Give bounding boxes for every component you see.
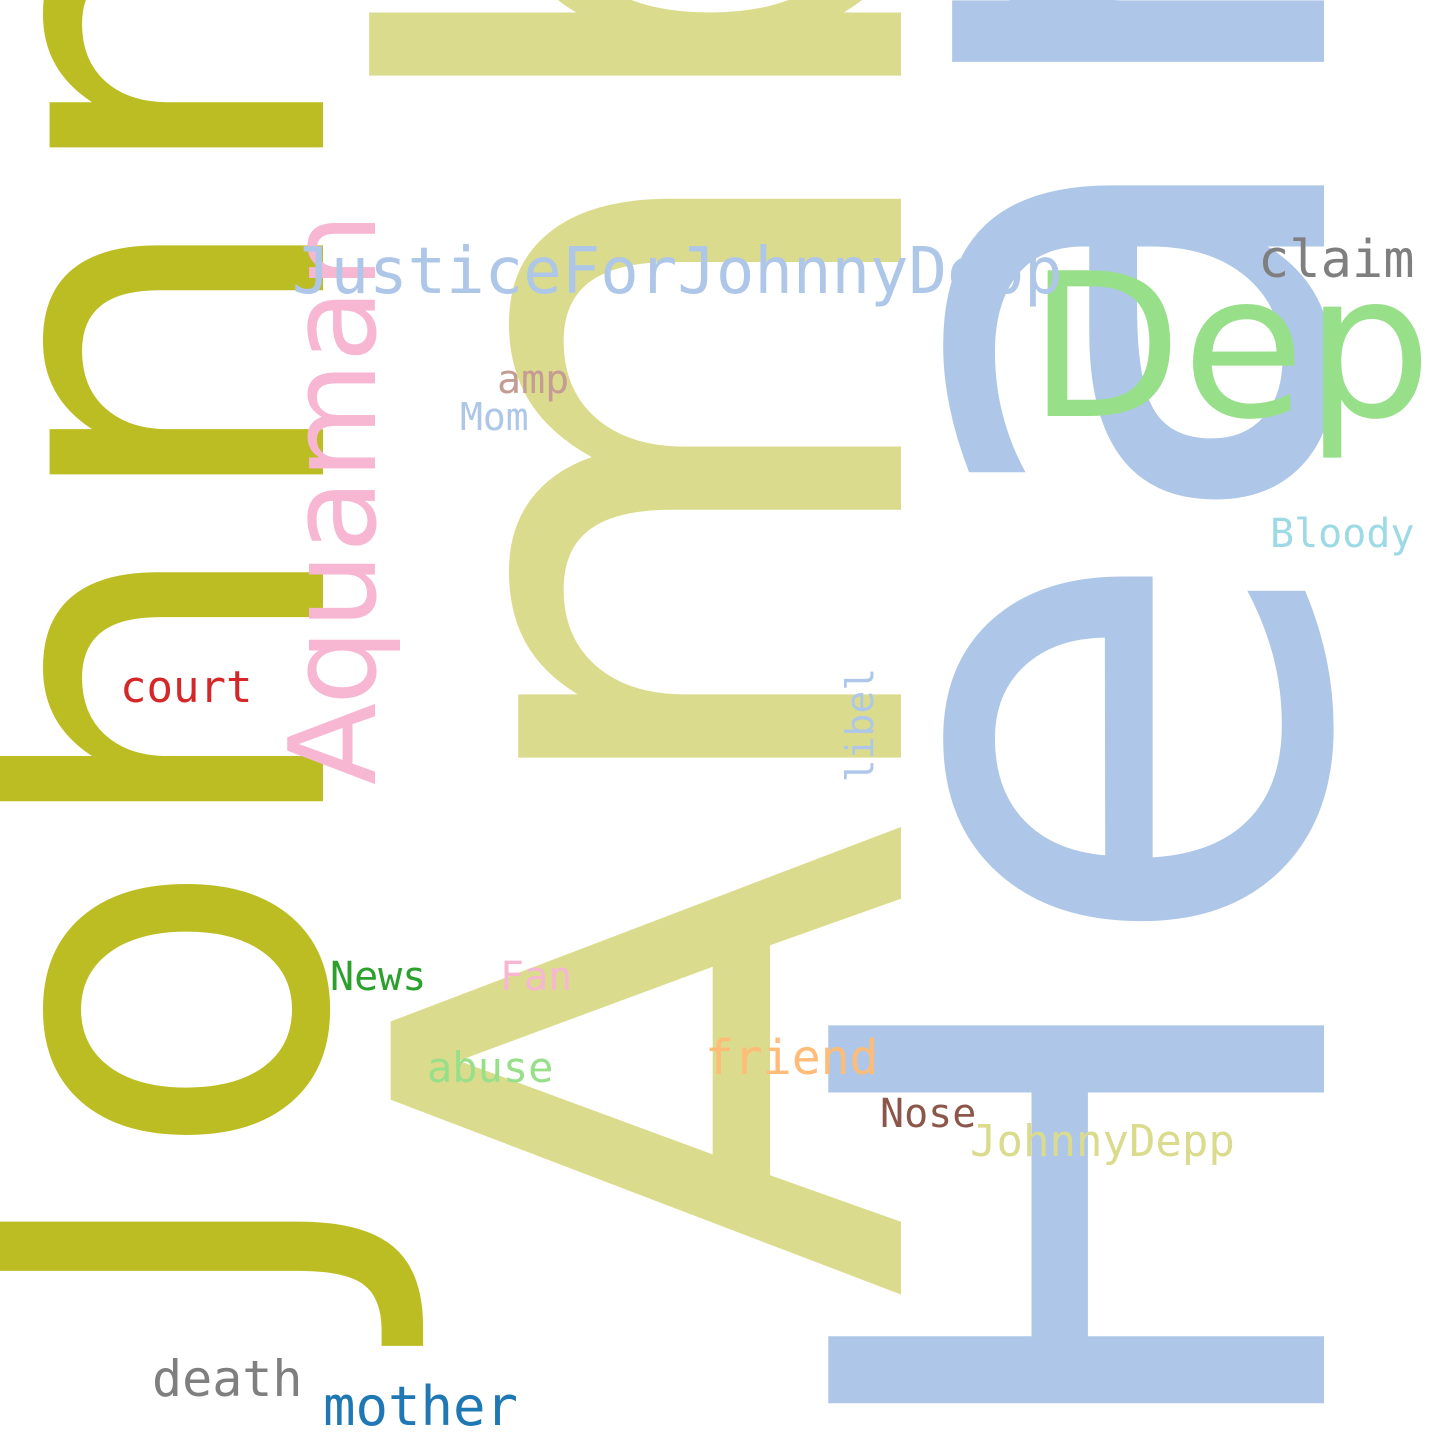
word-death: death [152, 1350, 303, 1408]
word-mother: mother [323, 1375, 519, 1438]
word-fan: Fan [500, 954, 573, 1000]
word-amp: amp [497, 357, 570, 403]
word-bloody: Bloody [1270, 511, 1415, 557]
word-news: News [330, 954, 427, 1000]
word-mom: Mom [460, 395, 529, 439]
word-court: court [120, 662, 253, 713]
word-depp: Depp [1028, 231, 1440, 464]
word-aquaman: Aquaman [265, 212, 404, 785]
word-justicefor-johnnydepp: JusticeForJohnnyDepp [292, 235, 1063, 309]
word-friend: friend [705, 1030, 879, 1086]
word-abuse: abuse [427, 1043, 554, 1092]
word-nose: Nose [880, 1091, 977, 1137]
word-claim: claim [1258, 230, 1415, 290]
word-libel: libel [838, 667, 882, 783]
word-johnnydepp: JohnnyDepp [970, 1116, 1235, 1167]
